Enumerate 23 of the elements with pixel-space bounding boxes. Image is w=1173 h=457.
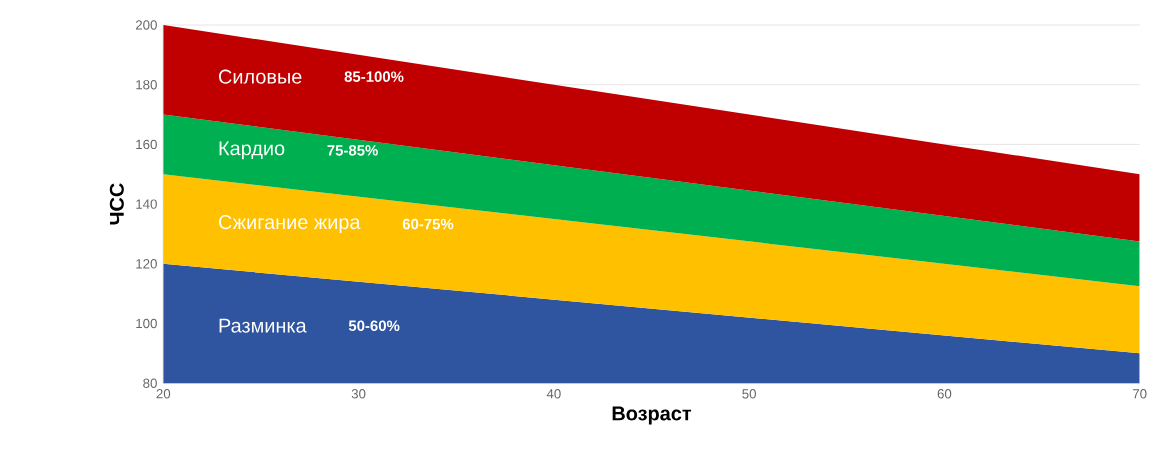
x-axis-title: Возраст: [612, 406, 692, 425]
y-tick-label: 160: [136, 139, 157, 150]
x-tick-label: 50: [742, 389, 756, 399]
x-tick-label: 20: [156, 389, 171, 399]
y-tick-label: 120: [136, 259, 157, 269]
series-label: Сжигание жира: [218, 215, 361, 234]
x-tick-label: 70: [1132, 389, 1147, 399]
series-label: Разминка: [219, 319, 307, 333]
x-tick-label: 60: [937, 389, 952, 399]
series-label: Силовые: [218, 69, 302, 84]
series-label: Кардио: [219, 141, 285, 160]
x-tick-label: 40: [546, 389, 561, 399]
annotation: 50-60%: [348, 320, 400, 332]
y-tick-label: 200: [135, 20, 157, 30]
y-tick-label: 100: [136, 319, 157, 329]
annotation: 85-100%: [344, 71, 404, 83]
y-tick-label: 140: [136, 199, 157, 210]
x-tick-label: 30: [351, 389, 366, 399]
annotation: 60-75%: [402, 219, 454, 230]
y-tick-label: 80: [143, 378, 157, 389]
annotation: 75-85%: [327, 145, 378, 156]
y-axis-title: ЧСС: [109, 183, 124, 225]
y-tick-label: 180: [136, 80, 157, 90]
